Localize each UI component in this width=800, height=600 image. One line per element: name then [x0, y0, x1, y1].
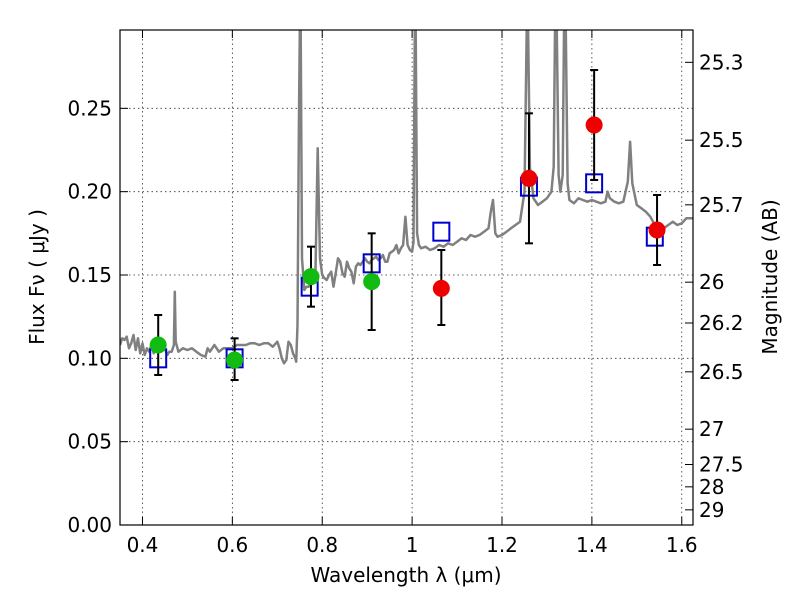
observed-dot-point — [432, 279, 450, 297]
grid — [120, 30, 693, 525]
y2-tick-label: 25.7 — [699, 193, 744, 217]
observed-dot-point — [585, 116, 603, 134]
observed-dot-point — [520, 169, 538, 187]
observed-dot-point — [648, 221, 666, 239]
y2-tick-label: 26.2 — [699, 311, 744, 335]
x-tick-label: 1 — [406, 533, 419, 557]
x-axis-label: Wavelength λ (μm) — [310, 563, 501, 587]
y2-tick-label: 27 — [699, 417, 724, 441]
y2-tick-label: 28 — [699, 475, 724, 499]
y-axis-label: Flux Fν ( μJy ) — [25, 209, 49, 345]
x-tick-label: 1.4 — [576, 533, 608, 557]
y-tick-label: 0.20 — [67, 180, 112, 204]
x-tick-label: 0.4 — [127, 533, 159, 557]
y2-tick-label: 26 — [699, 270, 724, 294]
observed-photometry-series — [149, 116, 666, 369]
y2-tick-label: 29 — [699, 498, 724, 522]
y2-tick-label: 25.3 — [699, 50, 744, 74]
x-tick-label: 1.2 — [486, 533, 518, 557]
y-tick-label: 0.25 — [67, 96, 112, 120]
y2-tick-label: 25.5 — [699, 128, 744, 152]
y-tick-label: 0.05 — [67, 430, 112, 454]
spectrum-series — [120, 30, 693, 365]
x-tick-label: 0.6 — [216, 533, 248, 557]
y-tick-label: 0.10 — [67, 346, 112, 370]
x-tick-label: 1.6 — [666, 533, 698, 557]
axis-ticks: 0.4 0.6 0.8 1 1.2 1.4 1.6 0.00 0.05 0.10 0.15 0.20 0… — [67, 30, 744, 557]
spectrum-line — [120, 30, 693, 365]
model-photometry-series — [149, 173, 664, 369]
model-square-point — [432, 221, 451, 242]
y2-tick-label: 27.5 — [699, 453, 744, 477]
y2-tick-label: 26.5 — [699, 360, 744, 384]
observed-dot-point — [302, 268, 320, 286]
observed-dot-point — [149, 336, 167, 354]
x-tick-label: 0.8 — [306, 533, 338, 557]
y2-axis-label: Magnitude (AB) — [758, 199, 782, 354]
y-tick-label: 0.15 — [67, 263, 112, 287]
errorbars — [154, 69, 662, 381]
y-tick-label: 0.00 — [67, 513, 112, 537]
observed-dot-point — [363, 273, 381, 291]
observed-dot-point — [226, 351, 244, 369]
plot-frame — [119, 29, 694, 526]
